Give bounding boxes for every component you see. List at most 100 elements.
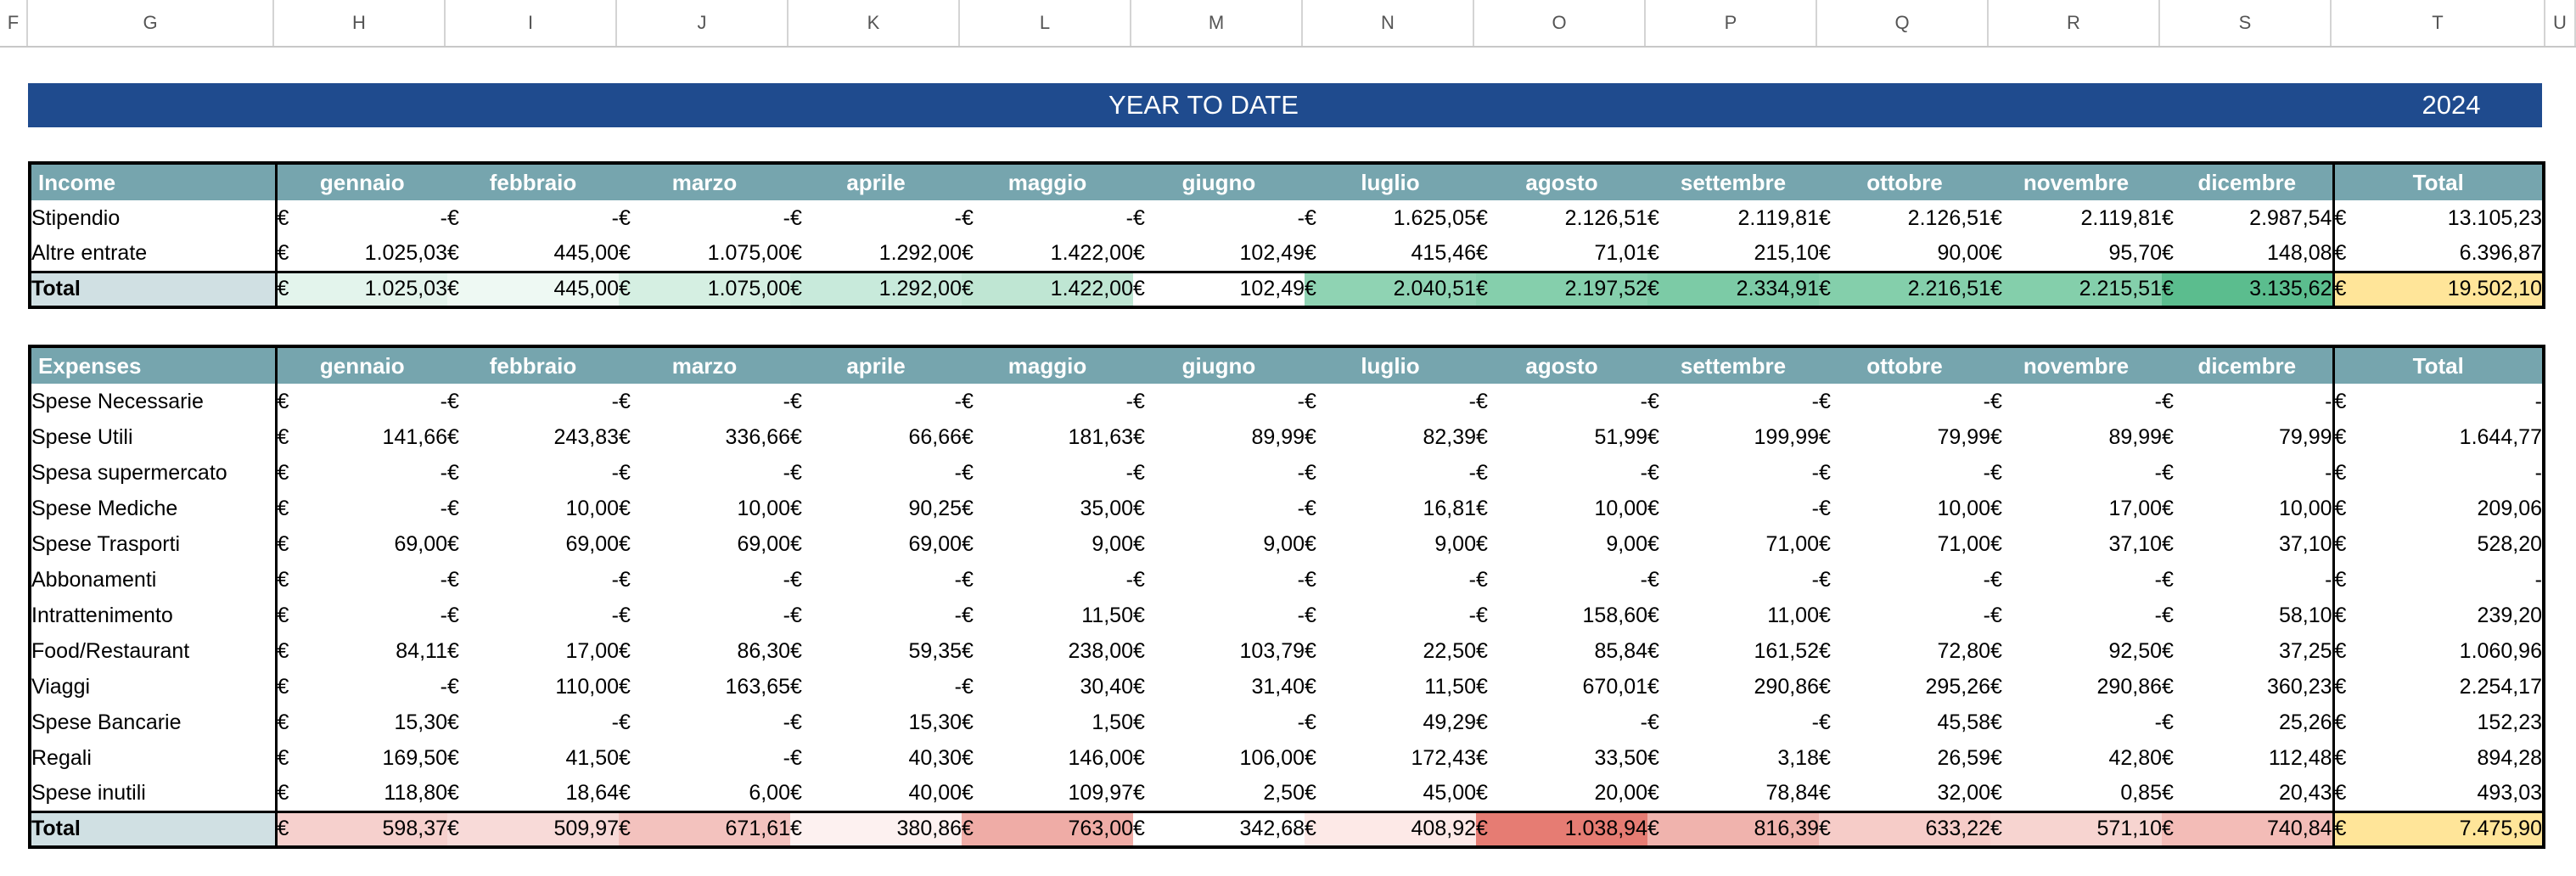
row-total-value[interactable]: 13.105,23 — [2367, 200, 2545, 236]
currency-symbol[interactable]: € — [277, 205, 289, 230]
column-header-l[interactable]: L — [960, 0, 1131, 46]
total-cell-value[interactable]: 2.040,51 — [1339, 270, 1476, 309]
total-cell-value[interactable]: 1.075,00 — [653, 270, 790, 309]
cell-value[interactable]: 40,30 — [908, 745, 962, 770]
expenses-header-label[interactable]: Expenses — [28, 345, 278, 384]
cell-value[interactable]: 9,00 — [1092, 531, 1133, 556]
currency-symbol[interactable]: € — [2334, 496, 2347, 520]
total-cell-value[interactable]: 633,22 — [1853, 810, 1990, 849]
currency-symbol[interactable]: € — [1305, 424, 1316, 449]
currency-symbol[interactable]: € — [962, 780, 974, 805]
row-label[interactable]: Spese Necessarie — [28, 384, 278, 419]
currency-symbol[interactable]: € — [2162, 745, 2174, 770]
currency-symbol[interactable]: € — [1305, 270, 1339, 309]
currency-symbol[interactable]: € — [962, 603, 974, 627]
cell-value[interactable]: - — [954, 603, 962, 627]
income-header-label[interactable]: Income — [28, 161, 278, 200]
currency-symbol[interactable]: € — [1990, 810, 2024, 849]
cell-value[interactable]: - — [1297, 460, 1305, 485]
currency-symbol[interactable]: € — [1133, 205, 1145, 230]
currency-symbol[interactable]: € — [962, 205, 974, 230]
currency-symbol[interactable]: € — [619, 674, 631, 699]
currency-symbol[interactable]: € — [2162, 810, 2196, 849]
currency-symbol[interactable]: € — [2162, 389, 2174, 413]
cell-value[interactable]: 11,50 — [1424, 674, 1476, 699]
currency-symbol[interactable]: € — [447, 389, 459, 413]
cell-value[interactable]: 49,29 — [1423, 710, 1476, 734]
cell-value[interactable]: - — [783, 567, 790, 592]
cell-value[interactable]: - — [1640, 389, 1647, 413]
month-header-agosto[interactable]: agosto — [1476, 345, 1647, 384]
cell-value[interactable]: 102,49 — [1239, 240, 1305, 265]
cell-value[interactable]: - — [611, 567, 619, 592]
currency-symbol[interactable]: € — [1133, 240, 1145, 265]
currency-symbol[interactable]: € — [2162, 710, 2174, 734]
currency-symbol[interactable]: € — [2334, 240, 2347, 265]
cell-value[interactable]: 9,00 — [1434, 531, 1476, 556]
total-cell-value[interactable]: 671,61 — [653, 810, 790, 849]
cell-value[interactable]: - — [1811, 460, 1819, 485]
total-cell-value[interactable]: 445,00 — [481, 270, 619, 309]
currency-symbol[interactable]: € — [277, 424, 289, 449]
cell-value[interactable]: 336,66 — [725, 424, 790, 449]
currency-symbol[interactable]: € — [619, 710, 631, 734]
currency-symbol[interactable]: € — [2334, 603, 2347, 627]
cell-value[interactable]: 45,58 — [1937, 710, 1990, 734]
cell-value[interactable]: - — [954, 567, 962, 592]
cell-value[interactable]: - — [1640, 460, 1647, 485]
cell-value[interactable]: - — [1640, 567, 1647, 592]
currency-symbol[interactable]: € — [1305, 240, 1316, 265]
column-header-o[interactable]: O — [1474, 0, 1646, 46]
currency-symbol[interactable]: € — [1133, 567, 1145, 592]
column-header-j[interactable]: J — [617, 0, 789, 46]
currency-symbol[interactable]: € — [2162, 603, 2174, 627]
currency-symbol[interactable]: € — [1990, 240, 2002, 265]
currency-symbol[interactable]: € — [790, 460, 802, 485]
currency-symbol[interactable]: € — [447, 603, 459, 627]
currency-symbol[interactable]: € — [2334, 745, 2347, 770]
month-header-agosto[interactable]: agosto — [1476, 161, 1647, 200]
currency-symbol[interactable]: € — [447, 424, 459, 449]
currency-symbol[interactable]: € — [1819, 240, 1831, 265]
cell-value[interactable]: 71,00 — [1937, 531, 1990, 556]
cell-value[interactable]: 90,00 — [1937, 240, 1990, 265]
currency-symbol[interactable]: € — [1990, 567, 2002, 592]
cell-value[interactable]: 40,00 — [908, 780, 962, 805]
currency-symbol[interactable]: € — [447, 205, 459, 230]
currency-symbol[interactable]: € — [1819, 780, 1831, 805]
currency-symbol[interactable]: € — [1133, 603, 1145, 627]
cell-value[interactable]: 25,26 — [2196, 705, 2335, 740]
cell-value[interactable]: - — [1297, 389, 1305, 413]
currency-symbol[interactable]: € — [2334, 531, 2347, 556]
currency-symbol[interactable]: € — [1647, 424, 1659, 449]
currency-symbol[interactable]: € — [277, 638, 289, 663]
currency-symbol[interactable]: € — [1819, 531, 1831, 556]
cell-value[interactable]: 10,00 — [1937, 496, 1990, 520]
month-header-novembre[interactable]: novembre — [1990, 161, 2162, 200]
month-header-febbraio[interactable]: febbraio — [447, 161, 619, 200]
cell-value[interactable]: 2.119,81 — [2080, 205, 2162, 230]
currency-symbol[interactable]: € — [962, 240, 974, 265]
currency-symbol[interactable]: € — [1476, 240, 1488, 265]
cell-value[interactable]: 66,66 — [908, 424, 962, 449]
currency-symbol[interactable]: € — [1990, 603, 2002, 627]
total-cell-value[interactable]: 763,00 — [996, 810, 1133, 849]
currency-symbol[interactable]: € — [1133, 638, 1145, 663]
cell-value[interactable]: - — [783, 460, 790, 485]
currency-symbol[interactable]: € — [276, 270, 310, 309]
currency-symbol[interactable]: € — [1990, 638, 2002, 663]
currency-symbol[interactable]: € — [962, 638, 974, 663]
currency-symbol[interactable]: € — [1819, 603, 1831, 627]
currency-symbol[interactable]: € — [1133, 460, 1145, 485]
cell-value[interactable]: 20,00 — [1594, 780, 1647, 805]
cell-value[interactable]: - — [954, 674, 962, 699]
banner-year[interactable]: 2024 — [2422, 90, 2481, 120]
currency-symbol[interactable]: € — [447, 810, 481, 849]
currency-symbol[interactable]: € — [1476, 205, 1488, 230]
cell-value[interactable]: - — [611, 603, 619, 627]
currency-symbol[interactable]: € — [1819, 389, 1831, 413]
month-header-marzo[interactable]: marzo — [619, 345, 790, 384]
currency-symbol[interactable]: € — [277, 674, 289, 699]
cell-value[interactable]: 215,10 — [1754, 240, 1819, 265]
cell-value[interactable]: - — [2196, 384, 2335, 419]
